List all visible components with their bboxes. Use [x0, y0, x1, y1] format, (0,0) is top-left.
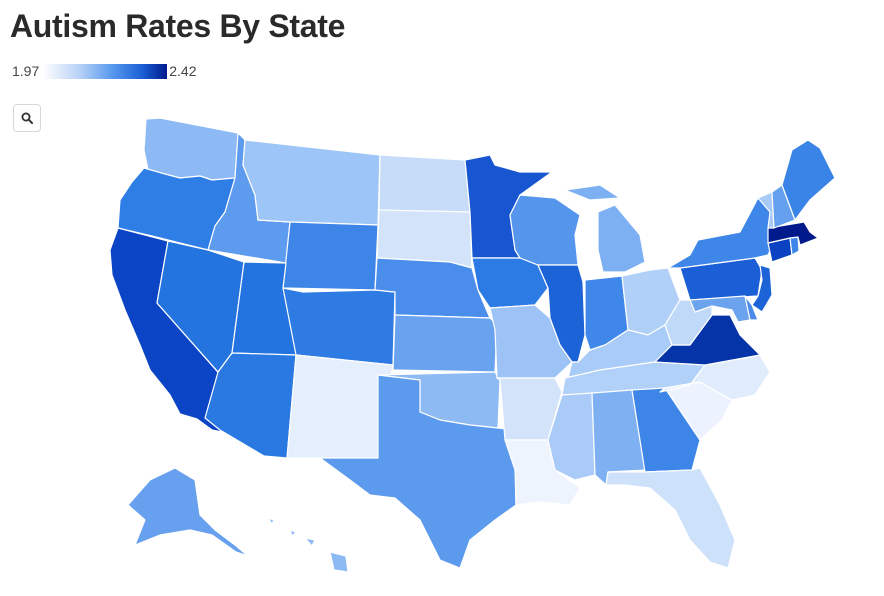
- state-WA[interactable]: [143, 117, 239, 181]
- legend-gradient-bar: [43, 63, 168, 79]
- state-HI[interactable]: [267, 517, 349, 573]
- state-KS[interactable]: [392, 314, 498, 373]
- state-GA[interactable]: [631, 387, 701, 473]
- state-VT[interactable]: [757, 191, 775, 229]
- us-choropleth-map: [109, 117, 836, 573]
- state-RI[interactable]: [789, 236, 800, 256]
- search-icon: [21, 112, 33, 124]
- state-WY[interactable]: [282, 221, 379, 291]
- state-NJ[interactable]: [751, 264, 773, 313]
- state-NM[interactable]: [286, 354, 394, 459]
- state-CO[interactable]: [282, 287, 396, 366]
- legend-min-label: 1.97: [12, 63, 40, 79]
- page-title: Autism Rates By State: [10, 8, 346, 44]
- state-MT[interactable]: [242, 139, 381, 226]
- search-button[interactable]: [13, 104, 41, 132]
- state-NC[interactable]: [659, 354, 771, 401]
- state-WI[interactable]: [509, 194, 581, 266]
- color-scale-legend: 1.97 2.42: [12, 63, 197, 79]
- state-NY[interactable]: [667, 194, 776, 269]
- state-MA[interactable]: [767, 221, 819, 246]
- state-MI[interactable]: [564, 184, 646, 273]
- state-TX[interactable]: [319, 374, 517, 569]
- state-DE[interactable]: [744, 295, 759, 321]
- state-FL[interactable]: [605, 467, 736, 569]
- state-AK[interactable]: [127, 467, 249, 557]
- state-IA[interactable]: [471, 257, 549, 309]
- legend-max-label: 2.42: [169, 63, 197, 79]
- state-ND[interactable]: [378, 154, 471, 213]
- state-ME[interactable]: [781, 139, 836, 221]
